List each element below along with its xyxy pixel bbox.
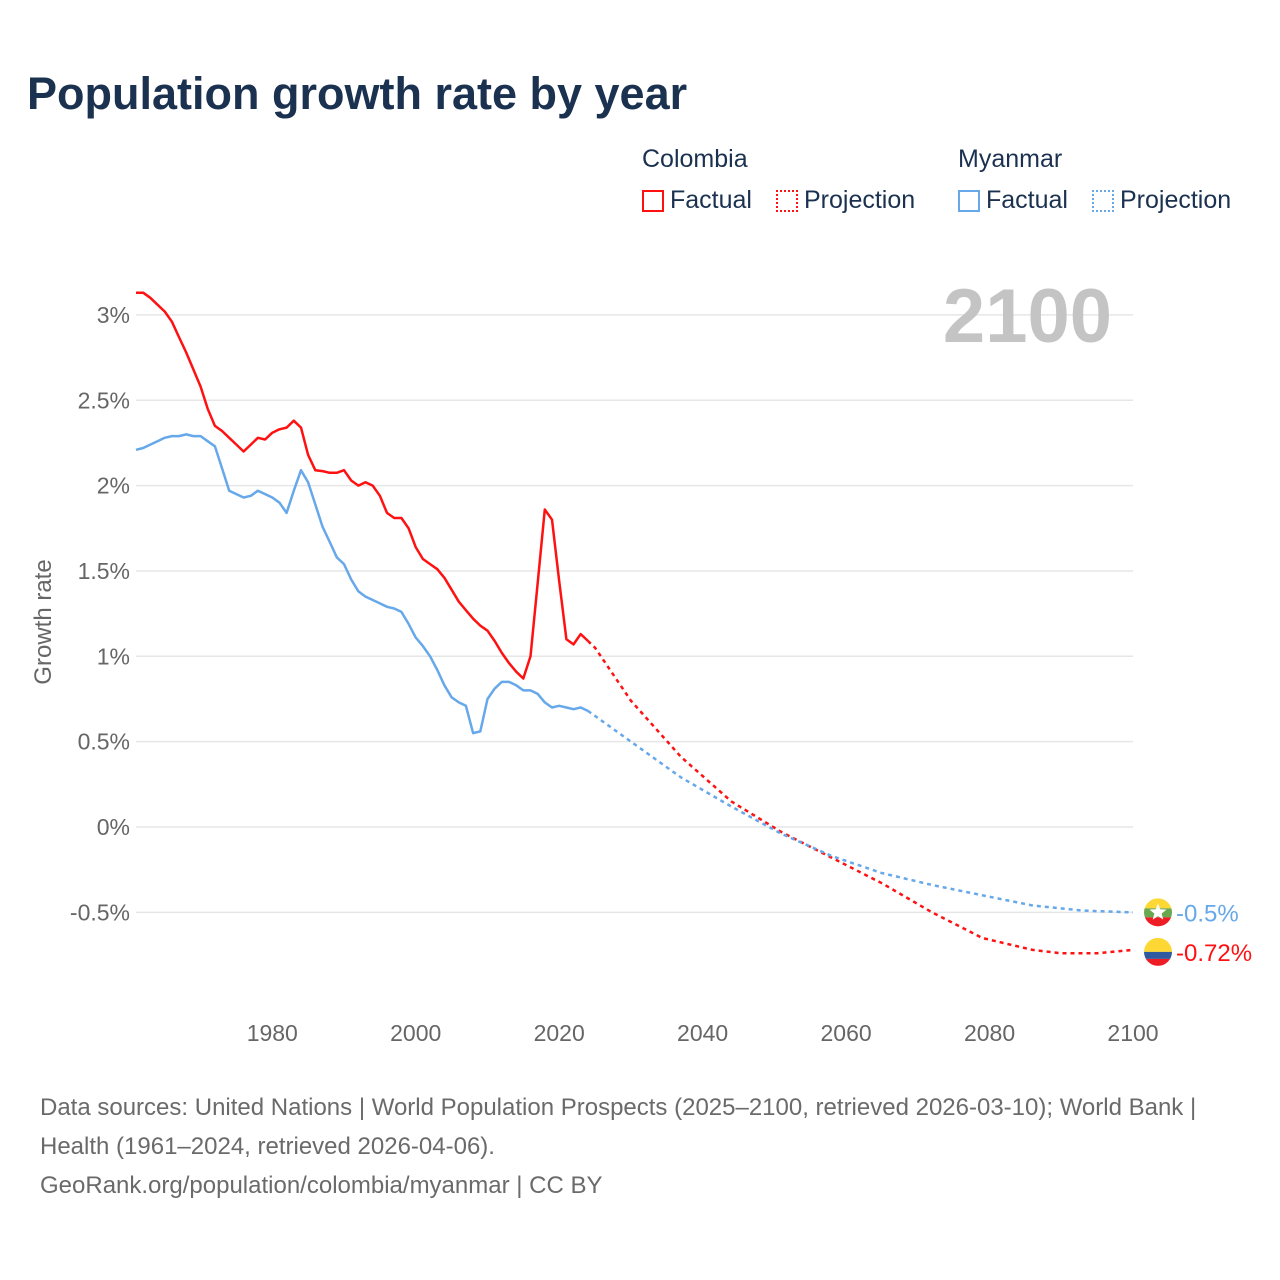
legend-myanmar-heading: Myanmar — [958, 145, 1063, 173]
flag-stripe — [1144, 958, 1172, 966]
x-tick-label: 2100 — [1107, 1020, 1158, 1046]
legend-label: Projection — [804, 186, 916, 214]
chart-title: Population growth rate by year — [27, 68, 688, 119]
x-tick-label: 2040 — [677, 1020, 728, 1046]
data-sources: Data sources: United Nations | World Pop… — [40, 1094, 1197, 1160]
footer: Data sources: United Nations | World Pop… — [40, 1088, 1240, 1205]
myanmar-projection-line — [587, 709, 1134, 914]
legend-label: Factual — [670, 186, 752, 214]
x-tick-label: 1980 — [247, 1020, 298, 1046]
y-axis-label: Growth rate — [30, 559, 57, 684]
myanmar-flag-icon — [1144, 898, 1172, 927]
y-tick-label: 2% — [97, 473, 130, 499]
x-tick-label: 2000 — [390, 1020, 441, 1046]
flag-stripe — [1144, 937, 1172, 952]
y-tick-label: 2.5% — [78, 387, 130, 413]
flag-stripe — [1144, 898, 1172, 909]
flag-star — [1149, 903, 1167, 920]
year-watermark: 2100 — [943, 274, 1112, 359]
colombia-end-label: -0.72% — [1176, 940, 1252, 967]
legend-myanmar-projection[interactable]: Projection — [1092, 186, 1231, 215]
x-tick-label: 2080 — [964, 1020, 1015, 1046]
flag-body — [1144, 898, 1172, 927]
colombia-factual-line — [136, 291, 589, 680]
projection-swatch-icon — [1092, 189, 1114, 212]
credit-link[interactable]: GeoRank.org/population/colombia/myanmar … — [40, 1172, 603, 1199]
factual-swatch-icon — [958, 189, 980, 212]
x-tick-label: 2060 — [821, 1020, 872, 1046]
x-tick-label: 2020 — [534, 1020, 585, 1046]
factual-swatch-icon — [642, 189, 664, 212]
colombia-flag-icon — [1144, 937, 1172, 966]
flag-body — [1144, 937, 1172, 966]
y-tick-label: 1.5% — [78, 558, 130, 584]
legend-myanmar-factual[interactable]: Factual — [958, 186, 1068, 215]
y-tick-label: 1% — [97, 643, 130, 669]
legend-label: Factual — [986, 186, 1068, 214]
legend-colombia-factual[interactable]: Factual — [642, 186, 752, 215]
legend-colombia-heading: Colombia — [642, 145, 748, 173]
myanmar-end-label: -0.5% — [1176, 900, 1239, 927]
line-chart: 2100 Growth rate 3% 2.5% 2% 1.5% 1% 0.5% 0% -0.… — [30, 274, 1252, 1046]
flag-stripe — [1144, 951, 1172, 959]
legend-label: Projection — [1120, 186, 1232, 214]
flag-stripe — [1144, 917, 1172, 927]
colombia-projection-line — [587, 639, 1134, 955]
myanmar-factual-line — [135, 433, 589, 735]
y-tick-label: 3% — [97, 302, 130, 328]
projection-swatch-icon — [776, 189, 798, 212]
legend-colombia-projection[interactable]: Projection — [776, 186, 915, 215]
y-tick-label: 0.5% — [78, 729, 130, 755]
y-tick-label: 0% — [97, 814, 130, 840]
y-tick-label: -0.5% — [70, 899, 130, 925]
